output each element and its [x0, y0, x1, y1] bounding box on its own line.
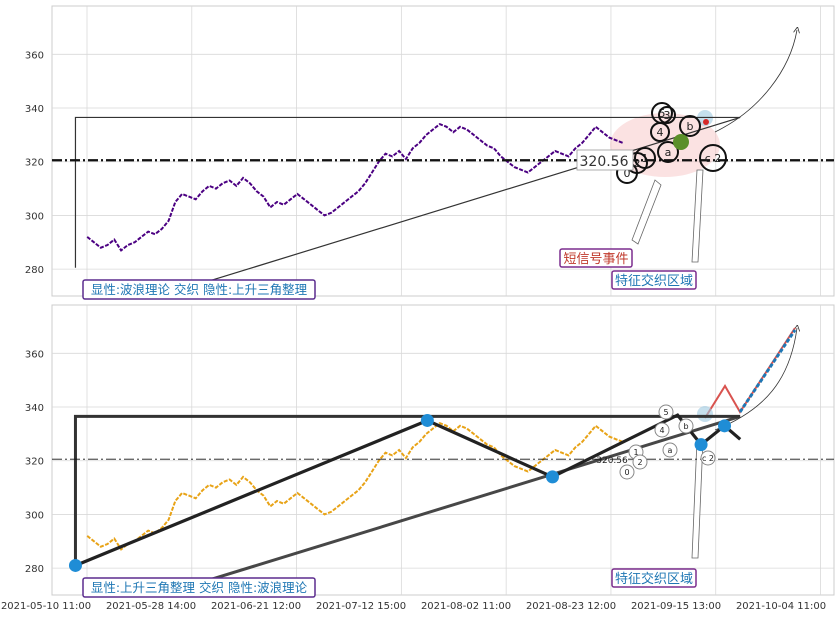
wave-label-circle-bottom	[632, 454, 648, 470]
bottom-panel-caption: 显性:上升三角整理 交织 隐性:波浪理论	[82, 577, 316, 598]
triangle-resistance-top	[74, 116, 741, 268]
annotation-feature-region-top-text: 特征交织区域	[615, 273, 693, 289]
wave-label-text-bottom: c 2	[702, 454, 714, 463]
wave-label-circle-bottom	[700, 450, 716, 466]
pivot-marker	[718, 419, 732, 433]
wave-label-text: 4	[657, 126, 664, 139]
annotation-feature-region-bottom-text: 特征交织区域	[615, 571, 693, 587]
x-tick-label: 2021-08-02 11:00	[421, 601, 511, 612]
y-tick-label-top: 300	[25, 211, 44, 222]
bottom-panel-grid: 280 300 320 340 360	[25, 305, 834, 595]
wave-label-circle	[699, 144, 727, 172]
projection-line-blue	[738, 329, 797, 413]
bottom-panel-frame	[51, 304, 835, 596]
annotation-feature-region-top: 特征交织区域	[611, 270, 697, 290]
wave-label-text-bottom: a	[668, 446, 673, 455]
x-tick-label: 2021-05-28 14:00	[106, 601, 196, 612]
x-tick-label: 2021-08-23 12:00	[526, 601, 616, 612]
price-series-line-top	[86, 122, 624, 252]
feature-region-pointer-top	[691, 169, 704, 263]
bottom-panel-caption-text: 显性:上升三角整理 交织 隐性:波浪理论	[91, 580, 308, 595]
top-panel-caption-text: 显性:波浪理论 交织 隐性:上升三角整理	[91, 282, 308, 297]
wave-marker-green	[673, 134, 689, 150]
pivot-marker	[420, 413, 434, 427]
pivot-marker	[694, 438, 708, 452]
triangle-resistance-bottom	[73, 414, 741, 567]
wave-label-circle	[658, 106, 676, 124]
curved-arrow-top	[714, 30, 797, 133]
pivot-marker	[545, 470, 559, 484]
price-level-text-top: 320.56	[580, 154, 629, 170]
price-level-text-bottom: 320.56	[596, 456, 628, 466]
wave-label-text-bottom: 2	[637, 458, 642, 467]
wave-label-text-bottom: 5	[663, 408, 668, 417]
wave-label-text: 2	[634, 157, 641, 170]
wave-label-text-bottom: 1	[633, 448, 638, 457]
x-tick-label: 2021-05-10 11:00	[1, 601, 91, 612]
triangle-support-bottom	[207, 415, 741, 582]
wave-label-text: 0	[624, 167, 631, 180]
x-tick-label: 2021-07-12 15:00	[316, 601, 406, 612]
price-level-label-top: 320.56	[576, 149, 634, 171]
annotation-short-signal: 短信号事件	[559, 248, 633, 268]
wave-label-circle-bottom	[678, 418, 694, 434]
short-signal-pointer	[631, 179, 662, 245]
y-tick-label-top: 360	[25, 50, 44, 61]
y-tick-label-bottom: 320	[25, 457, 44, 468]
y-tick-label-bottom: 300	[25, 510, 44, 521]
wave-label-circle	[679, 115, 701, 137]
y-tick-label-top: 280	[25, 265, 44, 276]
bottom-blue-glow	[697, 406, 713, 422]
curved-arrow-bottom	[714, 328, 797, 431]
x-tick-label: 2021-10-04 11:00	[736, 601, 826, 612]
x-tick-label: 2021-09-15 13:00	[631, 601, 721, 612]
wave-label-text-bottom: 0	[624, 468, 629, 477]
y-tick-label-top: 320	[25, 158, 44, 169]
x-tick-label: 2021-06-21 12:00	[211, 601, 301, 612]
y-tick-label-bottom: 360	[25, 349, 44, 360]
y-tick-label-bottom: 280	[25, 564, 44, 575]
wave-label-text: c 2	[705, 152, 722, 165]
annotation-feature-region-bottom: 特征交织区域	[611, 568, 697, 588]
wave-label-text: 5	[659, 107, 666, 120]
top-panel-caption: 显性:波浪理论 交织 隐性:上升三角整理	[82, 279, 316, 300]
wave-label-circle-bottom	[619, 464, 635, 480]
wave-label-text-bottom: b	[683, 422, 688, 431]
wave-label-circle-bottom	[654, 422, 670, 438]
triangle-support-top	[208, 116, 741, 282]
wave-label-circle-bottom	[658, 404, 674, 420]
wave-label-text: b	[687, 120, 694, 133]
wave-label-circle	[657, 141, 679, 163]
wave-label-text-bottom: 4	[659, 426, 664, 435]
wave-label-text: a	[665, 146, 672, 159]
wave-label-circle	[650, 122, 670, 142]
pivot-marker	[68, 558, 82, 572]
y-tick-label-bottom: 340	[25, 403, 44, 414]
wave-label-circle-bottom	[662, 442, 678, 458]
wave-label-text: 3	[664, 109, 671, 122]
y-tick-label-top: 340	[25, 104, 44, 115]
wave-marker-red	[703, 119, 709, 125]
annotation-short-signal-text: 短信号事件	[563, 252, 628, 267]
